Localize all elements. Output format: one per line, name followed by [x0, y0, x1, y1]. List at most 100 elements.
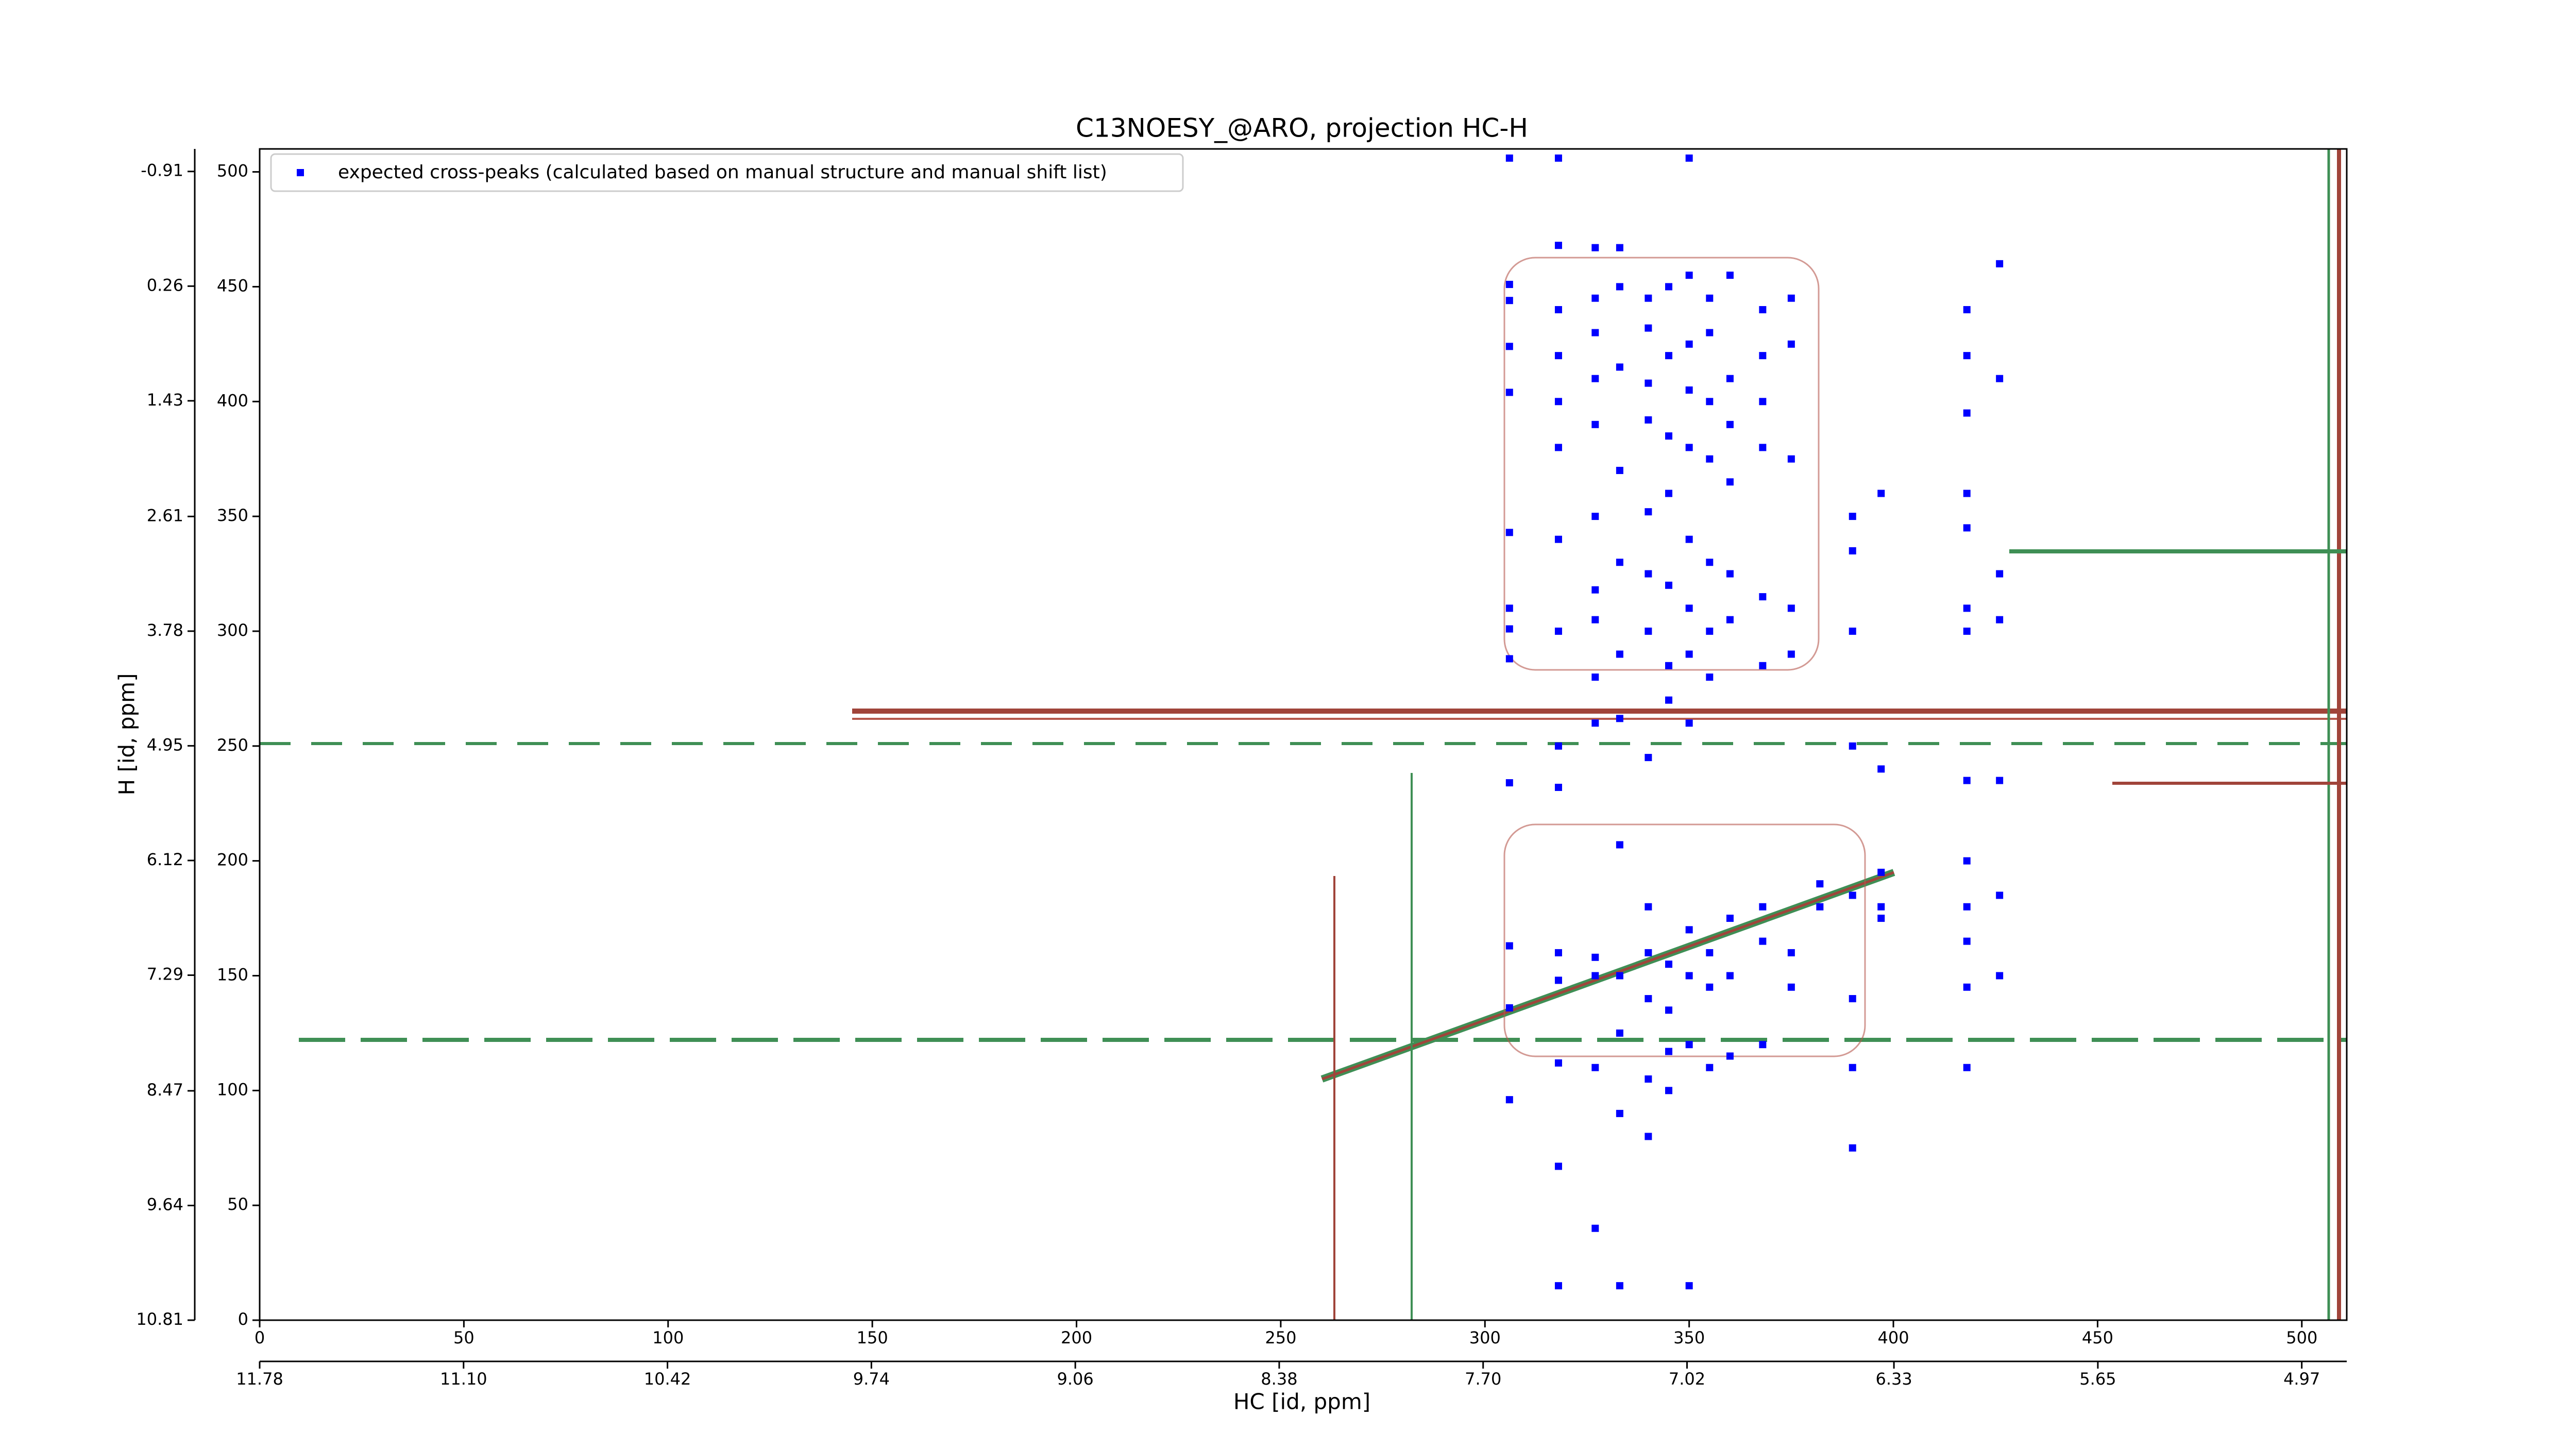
cross-peak: [1849, 742, 1856, 750]
cross-peak: [1616, 1029, 1623, 1037]
legend-label: expected cross-peaks (calculated based o…: [338, 162, 1107, 183]
cross-peak: [1591, 719, 1599, 727]
cross-peak: [1963, 937, 1971, 945]
cross-peak: [1706, 398, 1714, 406]
cross-peak: [1665, 352, 1673, 360]
cross-peak: [1505, 529, 1513, 536]
cross-peak: [1849, 627, 1856, 635]
cross-peak: [1616, 715, 1623, 722]
cross-peak: [1645, 1075, 1652, 1083]
y2-tick-label: -0.91: [141, 161, 183, 180]
cross-peak: [1726, 1052, 1734, 1060]
cross-peak: [1645, 294, 1652, 302]
y2-tick-label: 1.43: [147, 390, 183, 410]
cross-peak: [1645, 508, 1652, 516]
x2-tick-label: 11.10: [440, 1369, 487, 1389]
y-tick-label: 150: [217, 965, 248, 984]
cross-peak: [1787, 650, 1795, 658]
cross-peak: [1505, 1096, 1513, 1104]
cross-peak: [1787, 983, 1795, 991]
cross-peak: [1685, 340, 1693, 348]
cross-peak: [1996, 260, 2004, 267]
cross-peak: [1849, 891, 1856, 899]
x-tick-label: 100: [652, 1328, 684, 1347]
cross-peak: [1706, 294, 1714, 302]
cross-peak: [1554, 1282, 1562, 1290]
cross-peak: [1787, 604, 1795, 612]
y-tick-label: 100: [217, 1080, 248, 1099]
cross-peak: [1554, 444, 1562, 451]
cross-peak: [1963, 627, 1971, 635]
x-tick-label: 250: [1265, 1328, 1296, 1347]
cross-peak: [1591, 616, 1599, 624]
cross-peak: [1759, 903, 1767, 911]
cross-peak: [1645, 570, 1652, 578]
series: [1505, 154, 2004, 1290]
cross-peak: [1505, 154, 1513, 162]
cross-peak: [1665, 696, 1673, 704]
cross-peak: [1645, 627, 1652, 635]
cross-peak: [1816, 880, 1824, 888]
y-tick-label: 300: [217, 620, 248, 640]
cross-peak: [1616, 244, 1623, 251]
cross-peak: [1591, 1064, 1599, 1071]
cross-peak: [1996, 972, 2004, 980]
cross-peak: [1726, 972, 1734, 980]
cross-peak: [1706, 949, 1714, 956]
cross-peak: [1505, 280, 1513, 288]
cross-peak: [1963, 524, 1971, 532]
y-tick-label: 0: [238, 1309, 248, 1329]
cross-peak: [1685, 972, 1693, 980]
cross-peak: [1706, 673, 1714, 681]
cross-peak: [1505, 625, 1513, 633]
cross-peak: [1554, 949, 1562, 956]
y2-tick-label: 6.12: [147, 850, 183, 869]
cross-peak: [1591, 953, 1599, 961]
cross-peak: [1849, 513, 1856, 520]
y2-tick-label: 9.64: [147, 1194, 183, 1214]
y2-tick-label: 8.47: [147, 1080, 183, 1100]
x-tick-label: 0: [255, 1328, 265, 1347]
y-tick-label: 500: [217, 161, 248, 181]
cross-peak: [1665, 432, 1673, 440]
x-tick-label: 150: [857, 1328, 888, 1347]
cross-peak: [1554, 1059, 1562, 1067]
cross-peak: [1685, 444, 1693, 451]
cross-peak: [1726, 616, 1734, 624]
x2-tick-label: 8.38: [1261, 1369, 1297, 1389]
cross-peak: [1706, 455, 1714, 463]
cross-peak: [1554, 784, 1562, 791]
cross-peak: [1591, 420, 1599, 428]
y-tick-label: 250: [217, 735, 248, 755]
cross-peak: [1554, 976, 1562, 984]
y-tick-label: 350: [217, 506, 248, 525]
cross-peak: [1505, 389, 1513, 396]
cross-peak: [1645, 324, 1652, 332]
x-tick-label: 500: [2286, 1328, 2317, 1347]
cross-peak: [1787, 340, 1795, 348]
cross-peak: [1759, 398, 1767, 406]
cross-peak: [1996, 777, 2004, 784]
y-axis-label: H [id, ppm]: [114, 673, 140, 796]
cross-peak: [1645, 949, 1652, 956]
cross-peak: [1645, 379, 1652, 387]
legend-marker: [297, 169, 304, 176]
y-tick-label: 200: [217, 850, 248, 870]
cross-peak: [1554, 627, 1562, 635]
cross-peak: [1591, 972, 1599, 980]
cross-peak: [1759, 1041, 1767, 1049]
cross-peak: [1591, 329, 1599, 336]
cross-peak: [1505, 297, 1513, 305]
cross-peak: [1645, 416, 1652, 424]
cross-peak: [1787, 949, 1795, 956]
cross-peak: [1645, 754, 1652, 762]
cross-peak: [1665, 581, 1673, 589]
cross-peak: [1726, 570, 1734, 578]
y2-tick-label: 10.81: [136, 1309, 183, 1329]
cross-peak: [1554, 352, 1562, 360]
cross-peak: [1665, 662, 1673, 669]
cross-peak: [1685, 604, 1693, 612]
cross-peak: [1849, 995, 1856, 1003]
cross-peak: [1759, 662, 1767, 669]
